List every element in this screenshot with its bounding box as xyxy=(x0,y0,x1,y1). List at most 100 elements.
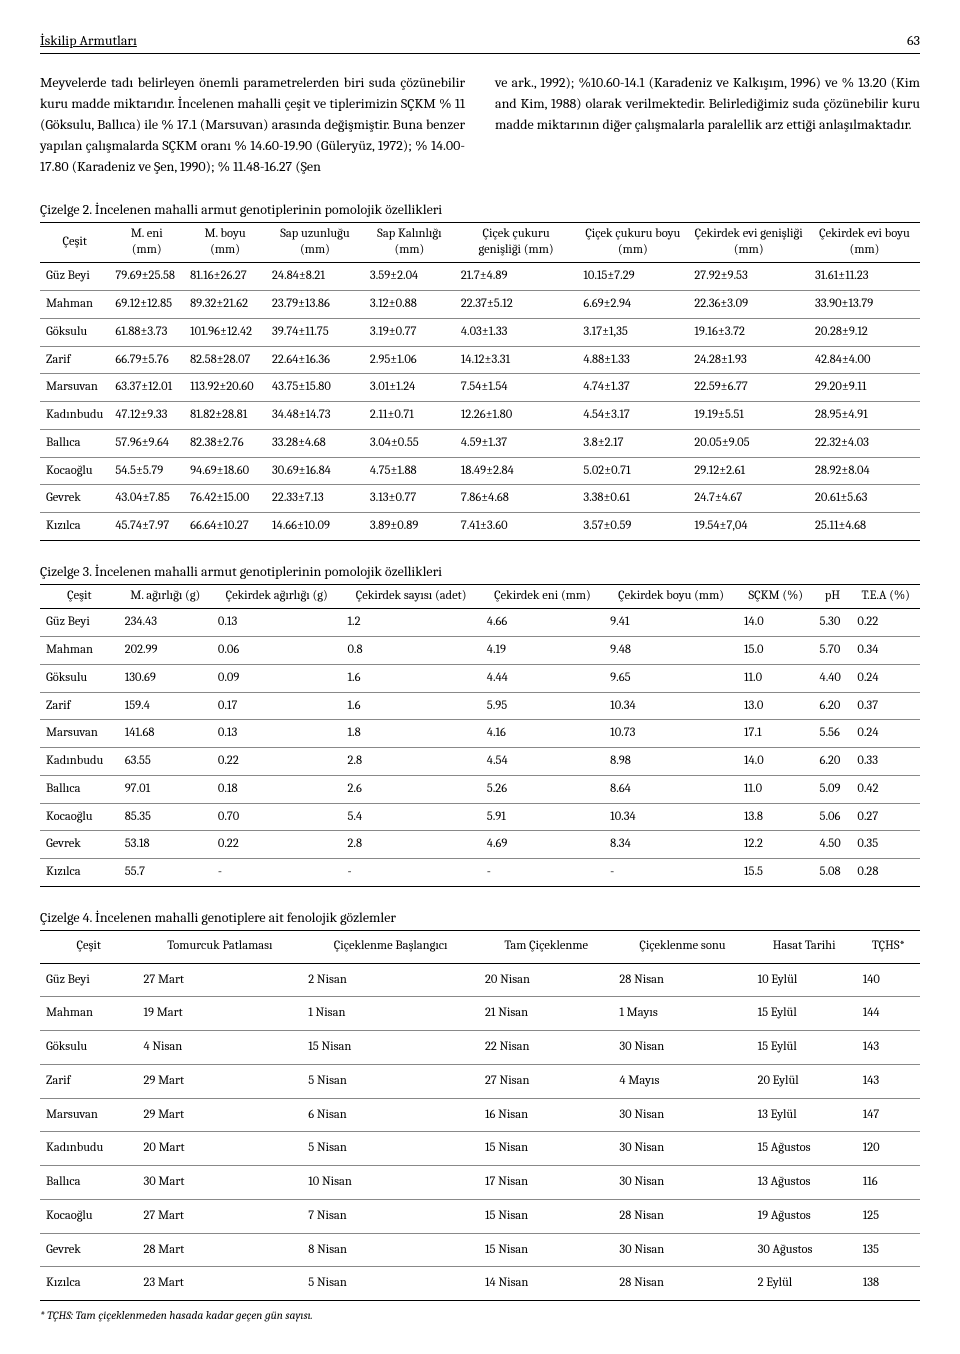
table-cell: 3.04±0.55 xyxy=(364,429,455,457)
table-cell: 19.16±3.72 xyxy=(688,318,809,346)
table3: ÇeşitM. ağırlığı (g)Çekirdek ağırlığı (g… xyxy=(40,584,920,887)
table-cell: 2.11±0.71 xyxy=(364,402,455,430)
table-cell: 7 Nisan xyxy=(302,1199,479,1233)
table-cell: 143 xyxy=(857,1064,920,1098)
column-header: pH xyxy=(814,584,852,609)
table-cell: 5.02±0.71 xyxy=(577,457,688,485)
table-row: Mahman202.990.060.84.199.4815.05.700.34 xyxy=(40,637,920,665)
column-header: Çeşit xyxy=(40,930,137,963)
table-cell: - xyxy=(212,859,342,887)
table-cell: 4.54 xyxy=(481,748,604,776)
table-row: Zarif29 Mart5 Nisan27 Nisan4 Mayıs20 Eyl… xyxy=(40,1064,920,1098)
table-cell: 5.70 xyxy=(814,637,852,665)
table-cell: 4.59±1.37 xyxy=(455,429,577,457)
table-row: Güz Beyi79.69±25.5881.16±26.2724.84±8.21… xyxy=(40,263,920,291)
table-cell: 10 Eylül xyxy=(752,963,857,997)
table-cell: Kızılca xyxy=(40,513,109,541)
table-cell: 3.12±0.88 xyxy=(364,291,455,319)
table-cell: 2.95±1.06 xyxy=(364,346,455,374)
table-cell: 19.54±7,04 xyxy=(688,513,809,541)
table-cell: 89.32±21.62 xyxy=(184,291,266,319)
table-cell: 0.17 xyxy=(212,692,342,720)
paragraph-right: ve ark., 1992); %10.60-14.1 (Karadeniz v… xyxy=(495,72,920,177)
table-cell: Kızılca xyxy=(40,859,119,887)
table-cell: 12.2 xyxy=(738,831,814,859)
table-cell: 4.74±1.37 xyxy=(577,374,688,402)
table-cell: 4.03±1.33 xyxy=(455,318,577,346)
table-cell: Kocaoğlu xyxy=(40,803,119,831)
table-cell: 14.12±3.31 xyxy=(455,346,577,374)
table-cell: 22 Nisan xyxy=(479,1031,613,1065)
table-cell: 30 Nisan xyxy=(613,1233,751,1267)
table-cell: 28.92±8.04 xyxy=(809,457,920,485)
table-cell: 8 Nisan xyxy=(302,1233,479,1267)
table-cell: 15.0 xyxy=(738,637,814,665)
table-cell: 57.96±9.64 xyxy=(109,429,184,457)
column-header: Çekirdek evi boyu (mm) xyxy=(809,223,920,263)
table-cell: 11.0 xyxy=(738,664,814,692)
table-cell: 0.34 xyxy=(851,637,920,665)
table-cell: 140 xyxy=(857,963,920,997)
table-cell: Zarif xyxy=(40,692,119,720)
footnote: * TÇHS: Tam çiçeklenmeden hasada kadar g… xyxy=(40,1307,920,1324)
table-cell: Kadınbudu xyxy=(40,1132,137,1166)
table-cell: 28 Nisan xyxy=(613,1199,751,1233)
table-cell: 45.74±7.97 xyxy=(109,513,184,541)
table-cell: 22.37±5.12 xyxy=(455,291,577,319)
table-cell: Marsuvan xyxy=(40,720,119,748)
table-cell: 69.12±12.85 xyxy=(109,291,184,319)
table-cell: 15 Nisan xyxy=(479,1199,613,1233)
table-cell: 4.69 xyxy=(481,831,604,859)
table-row: Gevrek28 Mart8 Nisan15 Nisan30 Nisan30 A… xyxy=(40,1233,920,1267)
column-header: Çiçek çukuru boyu (mm) xyxy=(577,223,688,263)
table-cell: 22.36±3.09 xyxy=(688,291,809,319)
table-cell: Ballıca xyxy=(40,429,109,457)
table-cell: Marsuvan xyxy=(40,374,109,402)
table-cell: 29.20±9.11 xyxy=(809,374,920,402)
table-row: Marsuvan29 Mart6 Nisan16 Nisan30 Nisan13… xyxy=(40,1098,920,1132)
table-cell: 28.95±4.91 xyxy=(809,402,920,430)
table-cell: Göksulu xyxy=(40,1031,137,1065)
table-cell: 20.05±9.05 xyxy=(688,429,809,457)
table-cell: 5.06 xyxy=(814,803,852,831)
table-cell: 0.22 xyxy=(851,609,920,637)
table-cell: 1 Nisan xyxy=(302,997,479,1031)
table-cell: 5.56 xyxy=(814,720,852,748)
table-row: Kızılca45.74±7.9766.64±10.2714.66±10.093… xyxy=(40,513,920,541)
column-header: Tam Çiçeklenme xyxy=(479,930,613,963)
table-cell: 10.15±7.29 xyxy=(577,263,688,291)
table-cell: 14.66±10.09 xyxy=(266,513,364,541)
table-cell: 15.5 xyxy=(738,859,814,887)
table-cell: - xyxy=(604,859,738,887)
table-cell: 3.01±1.24 xyxy=(364,374,455,402)
table3-caption: Çizelge 3. İncelenen mahalli armut genot… xyxy=(40,561,920,582)
table-cell: 30 Ağustos xyxy=(752,1233,857,1267)
table4: ÇeşitTomurcuk PatlamasıÇiçeklenme Başlan… xyxy=(40,930,920,1301)
table-cell: 135 xyxy=(857,1233,920,1267)
table-cell: 13.0 xyxy=(738,692,814,720)
table-cell: 234.43 xyxy=(119,609,212,637)
table-row: Gevrek43.04±7.8576.42±15.0022.33±7.133.1… xyxy=(40,485,920,513)
table-cell: 55.7 xyxy=(119,859,212,887)
table-row: Kadınbudu47.12±9.3381.82±28.8134.48±14.7… xyxy=(40,402,920,430)
table-row: Kadınbudu20 Mart5 Nisan15 Nisan30 Nisan1… xyxy=(40,1132,920,1166)
table-cell: 10 Nisan xyxy=(302,1166,479,1200)
table-cell: 141.68 xyxy=(119,720,212,748)
column-header: T.E.A (%) xyxy=(851,584,920,609)
table-cell: 0.8 xyxy=(341,637,480,665)
table-cell: 43.75±15.80 xyxy=(266,374,364,402)
table-cell: 18.49±2.84 xyxy=(455,457,577,485)
table-cell: 22.33±7.13 xyxy=(266,485,364,513)
table-cell: 0.09 xyxy=(212,664,342,692)
table-cell: 2 Nisan xyxy=(302,963,479,997)
table-cell: 2.6 xyxy=(341,775,480,803)
table2-caption: Çizelge 2. İncelenen mahalli armut genot… xyxy=(40,199,920,220)
table-cell: 4.40 xyxy=(814,664,852,692)
table-cell: 22.64±16.36 xyxy=(266,346,364,374)
table-cell: 0.70 xyxy=(212,803,342,831)
table-cell: 159.4 xyxy=(119,692,212,720)
table-cell: 2.8 xyxy=(341,831,480,859)
table-cell: 15 Nisan xyxy=(479,1132,613,1166)
table-cell: Kocaoğlu xyxy=(40,457,109,485)
table-cell: 63.55 xyxy=(119,748,212,776)
